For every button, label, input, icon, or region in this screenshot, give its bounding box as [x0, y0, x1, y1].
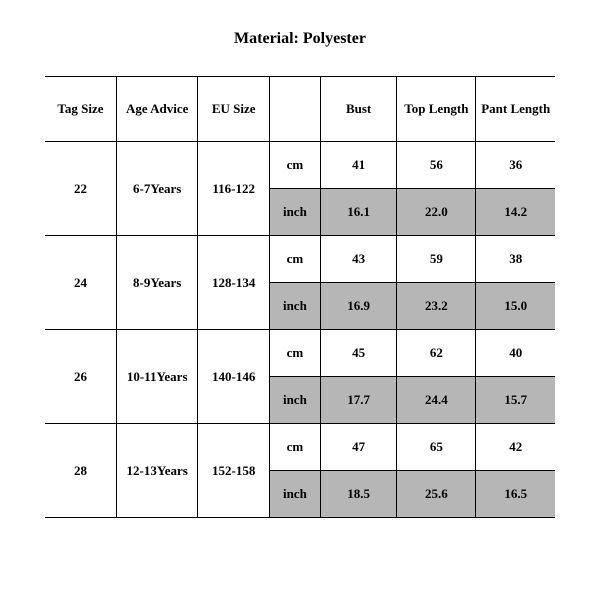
- col-tag-size: Tag Size: [45, 77, 116, 142]
- cell-unit-inch: inch: [269, 377, 320, 424]
- cell-top: 25.6: [397, 471, 476, 518]
- cell-age: 6-7Years: [116, 142, 198, 236]
- cell-unit-inch: inch: [269, 189, 320, 236]
- cell-age: 10-11Years: [116, 330, 198, 424]
- cell-top: 23.2: [397, 283, 476, 330]
- col-eu-size: EU Size: [198, 77, 269, 142]
- cell-age: 12-13Years: [116, 424, 198, 518]
- cell-top: 62: [397, 330, 476, 377]
- cell-tag: 28: [45, 424, 116, 518]
- cell-top: 65: [397, 424, 476, 471]
- table-row: 28 12-13Years 152-158 cm 47 65 42: [45, 424, 555, 471]
- cell-age: 8-9Years: [116, 236, 198, 330]
- cell-bust: 17.7: [320, 377, 397, 424]
- cell-pant: 36: [476, 142, 555, 189]
- cell-pant: 15.7: [476, 377, 555, 424]
- col-unit: [269, 77, 320, 142]
- cell-bust: 16.9: [320, 283, 397, 330]
- cell-bust: 43: [320, 236, 397, 283]
- cell-pant: 38: [476, 236, 555, 283]
- cell-pant: 14.2: [476, 189, 555, 236]
- cell-unit-inch: inch: [269, 283, 320, 330]
- cell-bust: 47: [320, 424, 397, 471]
- cell-bust: 45: [320, 330, 397, 377]
- cell-top: 56: [397, 142, 476, 189]
- cell-tag: 24: [45, 236, 116, 330]
- cell-unit-cm: cm: [269, 142, 320, 189]
- cell-pant: 16.5: [476, 471, 555, 518]
- cell-bust: 18.5: [320, 471, 397, 518]
- cell-unit-cm: cm: [269, 330, 320, 377]
- cell-bust: 41: [320, 142, 397, 189]
- col-bust: Bust: [320, 77, 397, 142]
- cell-top: 22.0: [397, 189, 476, 236]
- cell-pant: 42: [476, 424, 555, 471]
- cell-eu: 140-146: [198, 330, 269, 424]
- col-age-advice: Age Advice: [116, 77, 198, 142]
- page-title: Material: Polyester: [45, 30, 555, 48]
- table-row: 26 10-11Years 140-146 cm 45 62 40: [45, 330, 555, 377]
- header-row: Tag Size Age Advice EU Size Bust Top Len…: [45, 77, 555, 142]
- col-top-length: Top Length: [397, 77, 476, 142]
- cell-tag: 22: [45, 142, 116, 236]
- cell-tag: 26: [45, 330, 116, 424]
- cell-top: 59: [397, 236, 476, 283]
- table-row: 24 8-9Years 128-134 cm 43 59 38: [45, 236, 555, 283]
- cell-eu: 116-122: [198, 142, 269, 236]
- cell-unit-cm: cm: [269, 424, 320, 471]
- cell-unit-inch: inch: [269, 471, 320, 518]
- cell-pant: 40: [476, 330, 555, 377]
- cell-unit-cm: cm: [269, 236, 320, 283]
- cell-pant: 15.0: [476, 283, 555, 330]
- size-chart-table: Tag Size Age Advice EU Size Bust Top Len…: [45, 76, 555, 518]
- cell-bust: 16.1: [320, 189, 397, 236]
- table-row: 22 6-7Years 116-122 cm 41 56 36: [45, 142, 555, 189]
- cell-eu: 152-158: [198, 424, 269, 518]
- cell-eu: 128-134: [198, 236, 269, 330]
- cell-top: 24.4: [397, 377, 476, 424]
- col-pant-length: Pant Length: [476, 77, 555, 142]
